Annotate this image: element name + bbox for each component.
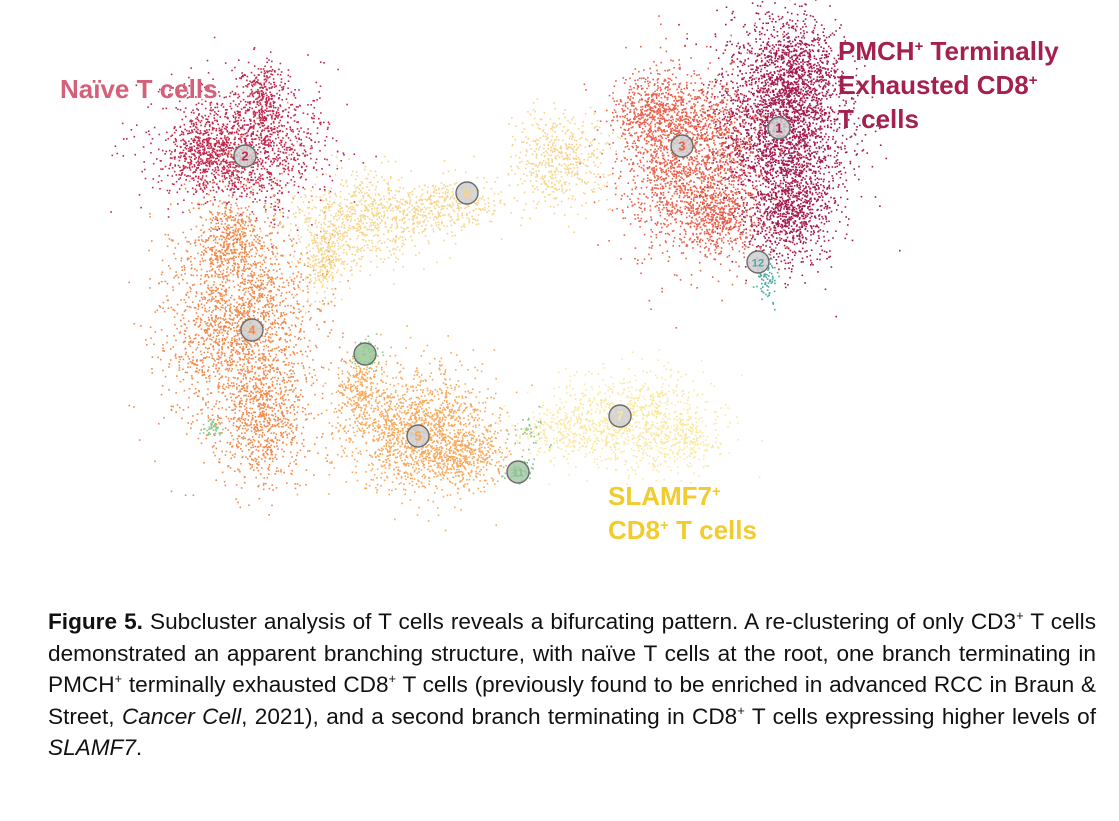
pmch-label-line1b: Terminally xyxy=(923,36,1059,66)
caption-text-5: , 2021), and a second branch terminating… xyxy=(241,703,738,729)
slamf7-label-line2: CD8 xyxy=(608,515,661,545)
caption-text-7: . xyxy=(135,735,143,760)
cluster-marker-circle xyxy=(233,144,257,168)
cluster-7-points xyxy=(497,349,763,495)
cluster-marker-number: 12 xyxy=(752,258,764,270)
cluster-marker-6: 6 xyxy=(455,181,479,205)
cluster-marker-2: 2 xyxy=(233,144,257,168)
naive-label-text: Naïve T cells xyxy=(60,74,218,104)
caption-sup-2: + xyxy=(114,671,123,686)
cluster-6-points xyxy=(239,98,625,314)
cluster-marker-number: 7 xyxy=(616,409,623,424)
caption-text-4: T cells (previously found to be enriched… xyxy=(48,672,1096,729)
cluster-marker-11: 11 xyxy=(506,460,530,484)
caption-sup-1: + xyxy=(1016,608,1024,623)
cluster-marker-circle xyxy=(455,181,479,205)
figure-caption: Figure 5. Subcluster analysis of T cells… xyxy=(48,606,1096,764)
pmch-label-sup2: + xyxy=(1028,72,1038,89)
slamf7-label-line2b: T cells xyxy=(668,515,757,545)
slamf7-label-sup2: + xyxy=(660,517,669,534)
cluster-marker-number: 6 xyxy=(463,186,470,201)
cluster-marker-circle xyxy=(608,404,632,428)
cluster-marker-3: 3 xyxy=(670,134,694,158)
cluster-marker-7: 7 xyxy=(608,404,632,428)
pmch-label-line2: Exhausted CD8 xyxy=(838,70,1029,100)
cluster-3-points xyxy=(579,15,804,329)
caption-text-3: terminally exhausted CD8 xyxy=(122,672,389,697)
cluster-marker-circle xyxy=(767,116,791,140)
cluster-marker-circle xyxy=(506,460,530,484)
cluster-marker-number: 5 xyxy=(414,429,421,444)
caption-text-6: T cells expressing higher levels of xyxy=(744,703,1096,729)
cluster-marker-4: 4 xyxy=(240,318,264,342)
caption-text-2: T cells demonstrated an apparent branchi… xyxy=(48,609,1096,697)
caption-sup-3: + xyxy=(388,671,397,686)
cluster-marker-circle xyxy=(670,134,694,158)
slamf7-cd8-label: SLAMF7+ CD8+ T cells xyxy=(608,479,757,547)
slamf7-label-sup1: + xyxy=(712,483,721,500)
figure-number: Figure 5. xyxy=(48,609,143,634)
naive-t-cells-label: Naïve T cells xyxy=(60,72,218,106)
cluster-marker-circle xyxy=(353,342,377,366)
cluster-marker-number: 4 xyxy=(248,323,256,338)
cluster-marker-12: 12 xyxy=(746,250,770,274)
slamf7-label-line1: SLAMF7 xyxy=(608,481,712,511)
cluster-marker-number: 2 xyxy=(241,149,248,164)
caption-journal: Cancer Cell xyxy=(121,703,242,729)
cluster-marker-circle xyxy=(746,250,770,274)
cluster-marker-number: 1 xyxy=(775,121,782,136)
caption-sup-4: + xyxy=(737,702,745,718)
cluster-marker-circle xyxy=(240,318,264,342)
pmch-label-sup1: + xyxy=(914,38,924,55)
cluster-1-points xyxy=(651,0,901,318)
cluster-marker-circle xyxy=(406,424,430,448)
cluster-5-points xyxy=(287,325,542,532)
cluster-marker-5: 5 xyxy=(406,424,430,448)
cluster-marker-number: 11 xyxy=(512,468,524,480)
cluster-marker-1: 1 xyxy=(767,116,791,140)
pmch-label-line1: PMCH xyxy=(838,36,915,66)
pmch-label-line3: T cells xyxy=(838,104,919,134)
cluster-marker-10 xyxy=(353,342,377,366)
pmch-terminally-exhausted-label: PMCH+ Terminally Exhausted CD8+ T cells xyxy=(838,34,1059,136)
cluster-marker-number: 3 xyxy=(678,139,685,154)
caption-gene: SLAMF7 xyxy=(48,735,136,760)
caption-text-1: Subcluster analysis of T cells reveals a… xyxy=(142,609,1017,634)
cell-points xyxy=(110,0,901,532)
